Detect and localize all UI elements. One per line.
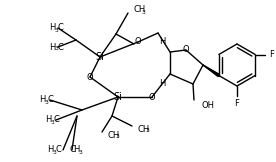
- Text: Si: Si: [113, 92, 123, 102]
- Polygon shape: [203, 65, 219, 76]
- Text: CH: CH: [137, 125, 149, 133]
- Text: O: O: [135, 37, 141, 46]
- Text: 3: 3: [54, 46, 58, 52]
- Text: O: O: [183, 46, 189, 54]
- Text: H: H: [45, 116, 51, 125]
- Text: F: F: [235, 98, 240, 108]
- Text: H: H: [47, 145, 53, 155]
- Text: 3: 3: [146, 128, 150, 133]
- Text: 3: 3: [116, 134, 120, 139]
- Text: 3: 3: [52, 150, 56, 155]
- Text: C: C: [57, 42, 63, 52]
- Text: 3: 3: [54, 28, 58, 33]
- Text: CH: CH: [133, 6, 145, 15]
- Text: C: C: [55, 145, 61, 155]
- Text: F: F: [269, 50, 274, 59]
- Text: 3: 3: [142, 10, 146, 15]
- Text: OH: OH: [202, 100, 215, 110]
- Text: O: O: [149, 93, 155, 102]
- Text: 3: 3: [44, 99, 48, 104]
- Text: H: H: [159, 80, 165, 88]
- Text: CH: CH: [107, 131, 119, 139]
- Text: C: C: [53, 116, 59, 125]
- Text: H: H: [49, 42, 55, 52]
- Text: H: H: [73, 145, 79, 155]
- Text: C: C: [57, 23, 63, 33]
- Text: 3: 3: [78, 150, 82, 155]
- Text: 3: 3: [50, 120, 54, 125]
- Text: Si: Si: [95, 52, 104, 62]
- Text: C: C: [69, 145, 75, 155]
- Text: H: H: [49, 23, 55, 33]
- Text: H: H: [39, 96, 45, 104]
- Text: C: C: [47, 96, 53, 104]
- Text: O: O: [87, 73, 93, 81]
- Text: H: H: [159, 37, 165, 46]
